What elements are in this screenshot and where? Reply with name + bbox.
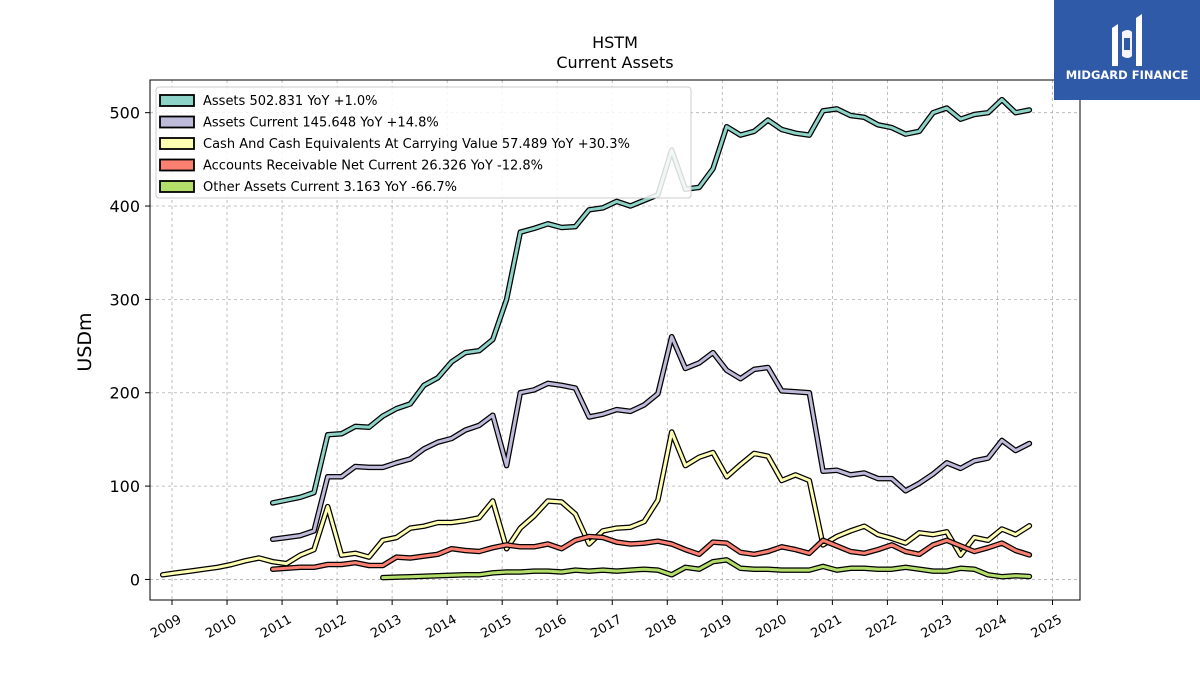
x-tick-label: 2010 bbox=[203, 612, 239, 642]
x-tick-label: 2021 bbox=[809, 612, 845, 642]
y-tick-label: 500 bbox=[109, 104, 140, 123]
y-tick-label: 100 bbox=[109, 477, 140, 496]
y-tick-label: 0 bbox=[130, 570, 140, 589]
x-tick-label: 2014 bbox=[423, 612, 459, 642]
legend-swatch bbox=[159, 115, 195, 129]
x-tick-label: 2018 bbox=[643, 612, 679, 642]
series-line-1 bbox=[271, 335, 1031, 541]
x-tick-label: 2016 bbox=[533, 612, 569, 642]
legend-entry: Assets Current 145.648 YoY +14.8% bbox=[203, 116, 439, 131]
series-line-2 bbox=[161, 430, 1031, 577]
x-tick-label: 2012 bbox=[313, 612, 349, 642]
logo-mark-icon bbox=[1112, 14, 1142, 66]
midgard-finance-logo: MIDGARD FINANCE bbox=[1054, 0, 1200, 100]
legend-entry: Accounts Receivable Net Current 26.326 Y… bbox=[203, 159, 543, 174]
legend-swatch bbox=[159, 180, 195, 193]
x-tick-label: 2019 bbox=[698, 612, 734, 642]
y-tick-label: 200 bbox=[109, 384, 140, 403]
x-tick-label: 2015 bbox=[478, 612, 514, 642]
x-tick-label: 2011 bbox=[258, 612, 294, 642]
y-tick-label: 400 bbox=[109, 197, 140, 216]
legend-entry: Assets 502.831 YoY +1.0% bbox=[203, 94, 378, 109]
series-line-4 bbox=[381, 558, 1031, 580]
chart-title-group: HSTM Current Assets bbox=[556, 33, 673, 72]
x-tick-label: 2024 bbox=[974, 612, 1010, 642]
legend-box bbox=[155, 86, 692, 199]
legend-swatch bbox=[159, 137, 195, 150]
x-tick-label: 2025 bbox=[1029, 612, 1065, 642]
x-tick-label: 2020 bbox=[754, 612, 790, 642]
chart-subtitle: Current Assets bbox=[556, 53, 673, 72]
x-tick-label: 2013 bbox=[368, 612, 404, 642]
x-tick-label: 2023 bbox=[919, 612, 955, 642]
logo-text: MIDGARD FINANCE bbox=[1065, 68, 1189, 82]
y-axis-label: USDm bbox=[74, 312, 96, 371]
legend: Assets 502.831 YoY +1.0% Assets Current 1… bbox=[155, 86, 692, 199]
plot-frame bbox=[149, 79, 1081, 601]
y-tick-label: 300 bbox=[109, 290, 140, 309]
x-tick-label: 2017 bbox=[588, 612, 624, 642]
legend-entry: Other Assets Current 3.163 YoY -66.7% bbox=[203, 180, 457, 195]
legend-swatch bbox=[159, 158, 195, 172]
x-tick-label: 2022 bbox=[864, 612, 900, 642]
series-outline bbox=[159, 429, 1033, 578]
legend-entry: Cash And Cash Equivalents At Carrying Va… bbox=[203, 137, 630, 152]
series-line-3 bbox=[271, 535, 1031, 571]
x-tick-label: 2009 bbox=[148, 612, 184, 642]
chart-title: HSTM bbox=[592, 33, 638, 52]
legend-swatch bbox=[159, 94, 195, 107]
